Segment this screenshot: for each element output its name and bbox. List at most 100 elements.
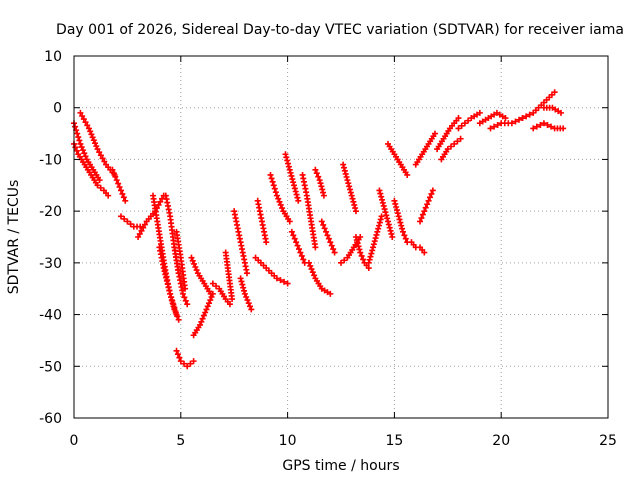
data-point (116, 184, 123, 191)
data-point (399, 225, 406, 232)
data-point (273, 275, 280, 282)
data-point (89, 134, 96, 141)
data-point (375, 225, 382, 232)
data-point (121, 215, 128, 222)
data-point (327, 239, 334, 246)
series-arc-40 (455, 109, 483, 132)
data-point (311, 272, 318, 279)
data-point (384, 218, 391, 225)
data-point (277, 277, 284, 284)
data-point (285, 160, 292, 167)
data-point (394, 210, 401, 217)
data-point (372, 235, 379, 242)
series-arc-1 (71, 120, 103, 184)
data-point (508, 120, 515, 127)
chart-title: Day 001 of 2026, Sidereal Day-to-day VTE… (56, 22, 624, 38)
data-point (294, 242, 301, 249)
data-point (313, 170, 320, 177)
data-point (340, 161, 347, 168)
data-point (379, 196, 386, 203)
data-point (289, 176, 296, 183)
data-point (207, 297, 214, 304)
data-point (355, 243, 362, 250)
series-arc-4 (109, 166, 129, 204)
data-point (307, 262, 314, 269)
data-point (90, 137, 97, 144)
data-point (72, 144, 79, 151)
data-point (381, 206, 388, 213)
data-point (120, 194, 127, 201)
data-point (161, 268, 168, 275)
data-point (209, 280, 216, 287)
series-arc-23 (288, 228, 308, 266)
x-tick-label: 0 (70, 433, 79, 449)
data-point (119, 190, 126, 197)
data-point (383, 212, 390, 219)
data-point (88, 131, 95, 138)
data-point (366, 256, 373, 263)
data-point (316, 177, 323, 184)
data-point (320, 192, 327, 199)
data-point (78, 144, 85, 151)
data-point (291, 182, 298, 189)
data-point (378, 193, 385, 200)
data-point (519, 115, 526, 122)
data-point (345, 180, 352, 187)
series-arc-29 (340, 161, 359, 215)
data-point (141, 221, 148, 228)
series-arc-41 (476, 109, 509, 127)
data-point (348, 192, 355, 199)
data-point (136, 230, 143, 237)
data-point (247, 303, 254, 310)
data-point (176, 354, 183, 361)
data-point (277, 201, 284, 208)
data-point (370, 241, 377, 248)
data-point (328, 242, 335, 249)
data-point (162, 271, 169, 278)
data-point (418, 215, 425, 222)
data-point (168, 294, 175, 301)
data-point (378, 213, 385, 220)
data-point (353, 237, 360, 244)
data-point (292, 188, 299, 195)
data-point (213, 283, 220, 290)
data-point (94, 146, 101, 153)
y-tick-label: 0 (53, 101, 62, 117)
data-point (397, 219, 404, 226)
data-point (87, 128, 94, 135)
series-arc-2 (71, 140, 112, 199)
data-point (229, 296, 236, 303)
data-point (401, 232, 408, 239)
data-point (93, 143, 100, 150)
data-point (295, 197, 302, 204)
series-arc-5 (117, 213, 144, 230)
data-point (97, 184, 104, 191)
series-arc-21 (267, 171, 293, 225)
data-point (281, 278, 288, 285)
data-point (298, 252, 305, 259)
data-point (455, 115, 462, 122)
data-point (293, 191, 300, 198)
data-point (305, 259, 312, 266)
data-point (80, 116, 87, 123)
data-point (393, 204, 400, 211)
data-point (198, 318, 205, 325)
series-arc-36 (412, 130, 438, 168)
data-point (238, 278, 245, 285)
y-axis-label: SDTVAR / TECUs (6, 180, 22, 295)
data-point (237, 275, 244, 282)
data-point (115, 180, 122, 187)
series-arc-44 (530, 120, 567, 132)
data-point (285, 163, 292, 170)
x-axis-label: GPS time / hours (282, 458, 399, 474)
data-point (173, 311, 180, 318)
data-point (392, 200, 399, 207)
data-point (512, 118, 519, 125)
data-point (291, 185, 298, 192)
data-point (340, 164, 347, 171)
data-point (92, 140, 99, 147)
data-point (284, 280, 291, 287)
y-tick-label: 10 (44, 49, 62, 65)
data-point (248, 306, 255, 313)
data-series (71, 89, 567, 370)
